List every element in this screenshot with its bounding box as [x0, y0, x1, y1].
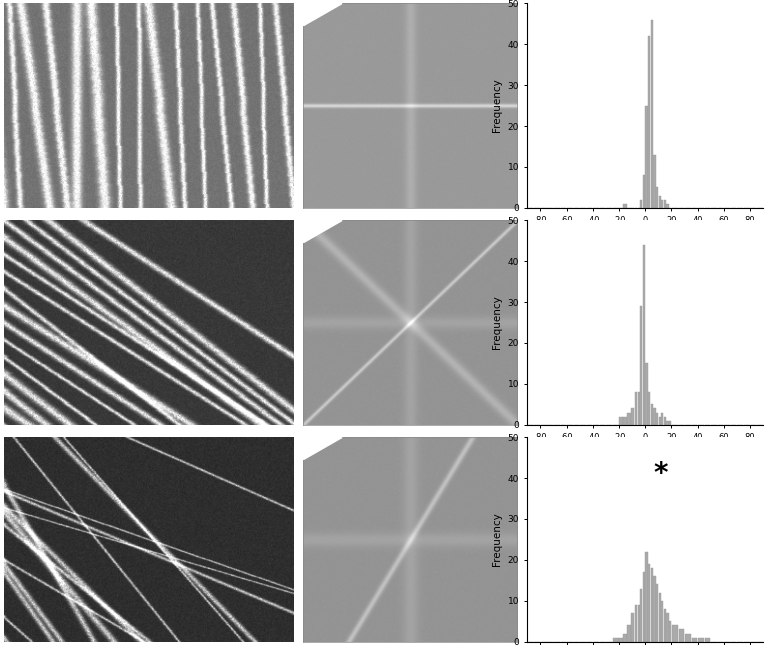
Bar	[653, 576, 656, 642]
Bar	[627, 413, 630, 425]
Bar	[650, 568, 653, 642]
Y-axis label: Frequency: Frequency	[492, 513, 502, 566]
Bar	[705, 638, 710, 642]
Bar	[648, 36, 650, 208]
Bar	[648, 392, 650, 425]
Bar	[698, 638, 703, 642]
Bar	[640, 588, 643, 642]
Bar	[631, 613, 634, 642]
Bar	[646, 551, 647, 642]
Bar	[631, 408, 634, 425]
Bar	[643, 244, 645, 425]
Bar	[624, 204, 627, 208]
Bar	[659, 417, 661, 425]
Bar	[667, 204, 669, 208]
Bar	[661, 200, 663, 208]
Bar	[659, 195, 661, 208]
Bar	[640, 306, 643, 425]
Bar	[619, 638, 623, 642]
Bar	[656, 584, 658, 642]
Text: *: *	[653, 460, 668, 488]
Bar	[679, 630, 684, 642]
Bar	[661, 601, 663, 642]
Bar	[648, 564, 650, 642]
Bar	[640, 200, 643, 208]
Bar	[637, 605, 640, 642]
Bar	[619, 417, 623, 425]
Bar	[624, 633, 627, 642]
X-axis label: Angle Difference (degree): Angle Difference (degree)	[578, 231, 713, 241]
Bar	[656, 413, 658, 425]
Bar	[627, 626, 630, 642]
Bar	[661, 413, 663, 425]
X-axis label: Angle Difference (degree): Angle Difference (degree)	[578, 448, 713, 458]
Bar	[667, 613, 669, 642]
Bar	[663, 609, 666, 642]
Y-axis label: Frequency: Frequency	[492, 79, 502, 132]
Bar	[650, 19, 653, 208]
Bar	[624, 417, 627, 425]
Bar	[669, 621, 671, 642]
Bar	[663, 200, 666, 208]
Bar	[667, 421, 669, 425]
Bar	[646, 106, 647, 208]
Bar	[653, 155, 656, 208]
Bar	[650, 404, 653, 425]
Bar	[669, 421, 671, 425]
Bar	[643, 175, 645, 208]
Bar	[613, 638, 618, 642]
Polygon shape	[304, 221, 342, 243]
Bar	[637, 392, 640, 425]
Y-axis label: Frequency: Frequency	[492, 295, 502, 350]
Bar	[692, 638, 697, 642]
Polygon shape	[304, 437, 342, 459]
Polygon shape	[304, 4, 342, 26]
Bar	[646, 363, 647, 425]
Bar	[672, 626, 677, 642]
Bar	[635, 392, 637, 425]
Bar	[685, 633, 690, 642]
Bar	[656, 188, 658, 208]
Bar	[653, 408, 656, 425]
Bar	[659, 593, 661, 642]
Bar	[663, 417, 666, 425]
Bar	[643, 572, 645, 642]
Bar	[635, 605, 637, 642]
